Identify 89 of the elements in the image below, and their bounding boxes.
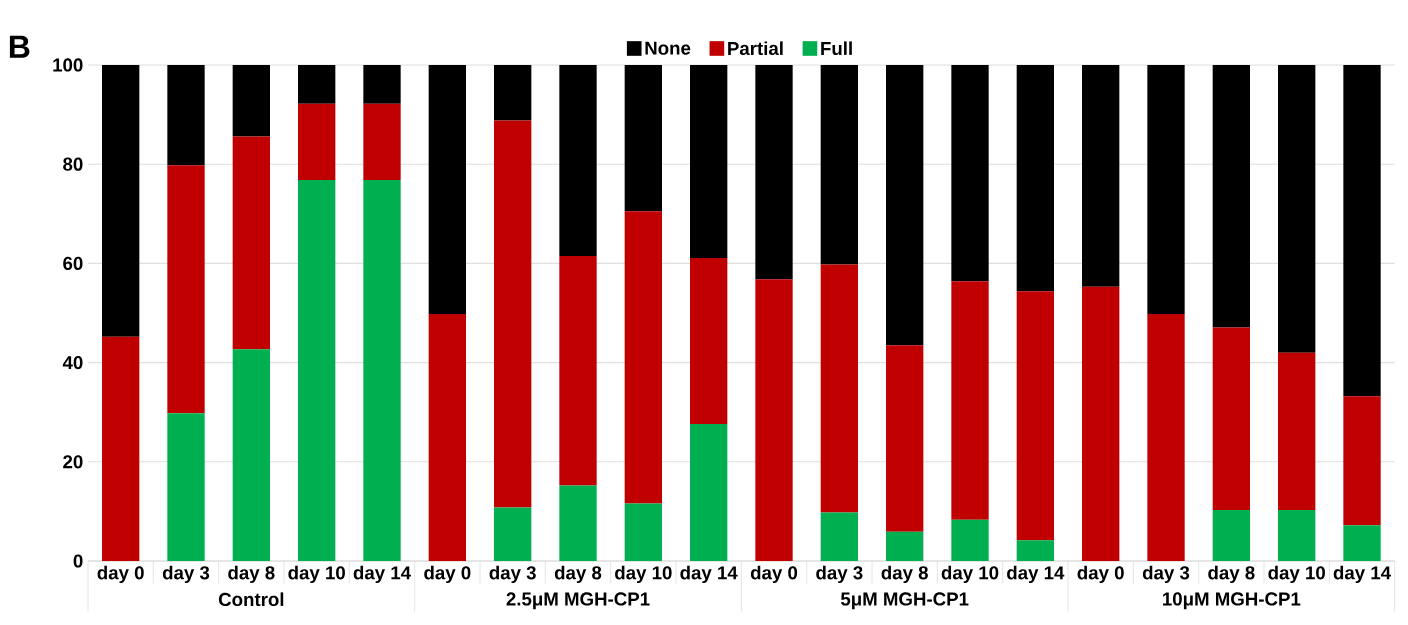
x-tick-label: day 10	[288, 565, 345, 584]
bar	[1278, 509, 1316, 561]
bar	[102, 336, 140, 561]
text: 10μM MGH-CP1	[1163, 592, 1301, 610]
legend-label: Partial	[728, 41, 783, 56]
bar	[298, 103, 336, 181]
x-tick-label: day 8	[1208, 565, 1255, 584]
bar	[494, 507, 532, 561]
y-tick-label: 60	[63, 256, 83, 271]
bar	[232, 349, 271, 561]
bar	[298, 65, 336, 104]
bar	[951, 281, 989, 520]
bar	[951, 519, 989, 561]
bar	[886, 345, 924, 532]
bar	[1016, 540, 1055, 561]
x-tick-label: day 0	[97, 565, 144, 584]
y-tick-label: 20	[63, 455, 83, 469]
x-tick-label: day 14	[1333, 565, 1391, 584]
bar	[624, 211, 663, 504]
bar	[1343, 65, 1381, 397]
text: Control	[218, 592, 284, 607]
bar	[232, 136, 271, 350]
x-tick-label: day 14	[680, 565, 738, 584]
text: 5μM MGH-CP1	[840, 592, 969, 610]
x-tick-label: day 0	[1077, 565, 1124, 584]
bar	[298, 180, 336, 561]
bar	[690, 424, 728, 561]
bar	[232, 65, 271, 137]
x-tick-label: day 8	[881, 565, 928, 584]
x-tick-label: day 14	[353, 565, 411, 584]
x-tick-label: day 10	[941, 565, 999, 584]
bar	[167, 165, 205, 414]
x-tick-label: day 0	[424, 565, 471, 584]
bar	[1212, 509, 1251, 561]
bar	[559, 485, 597, 561]
bar	[624, 65, 663, 212]
bar	[494, 65, 532, 121]
bar	[1147, 65, 1185, 314]
bar	[1278, 65, 1316, 353]
bar	[167, 65, 205, 166]
text: 2.5μM MGH-CP1	[506, 592, 650, 610]
bar	[559, 65, 597, 256]
bar	[428, 65, 467, 314]
bar	[1082, 65, 1120, 287]
x-tick-label: day 14	[1007, 565, 1065, 584]
bar	[1278, 352, 1316, 510]
bar	[167, 413, 205, 561]
bar	[1343, 396, 1381, 526]
bar	[624, 503, 663, 561]
bar	[820, 264, 859, 513]
bar	[886, 65, 924, 346]
bar	[559, 255, 597, 486]
y-tick-label: 0	[73, 554, 83, 568]
bar	[690, 65, 728, 258]
text: B	[9, 35, 30, 58]
bar	[363, 180, 401, 561]
bar	[1212, 327, 1251, 510]
bar	[690, 257, 728, 425]
bar	[820, 65, 859, 265]
bar	[755, 65, 793, 280]
bar	[363, 103, 401, 181]
legend-label: Full	[821, 41, 852, 56]
bar	[494, 120, 532, 508]
x-tick-label: day 3	[816, 565, 863, 584]
y-tick-label: 40	[62, 355, 83, 370]
x-tick-label: day 3	[162, 565, 210, 584]
x-tick-label: day 10	[1268, 565, 1325, 584]
bar	[951, 65, 989, 282]
bar	[1212, 65, 1251, 328]
bar	[820, 512, 859, 561]
x-tick-label: day 0	[750, 565, 798, 584]
bar	[363, 65, 401, 104]
bar	[428, 313, 467, 561]
bar	[1343, 525, 1381, 561]
bar	[102, 65, 140, 337]
x-tick-label: day 8	[554, 565, 602, 584]
y-tick-label: 100	[53, 58, 83, 72]
bar	[755, 279, 793, 561]
x-tick-label: day 3	[489, 565, 536, 584]
x-tick-label: day 10	[615, 565, 672, 584]
x-tick-label: day 8	[228, 565, 275, 584]
legend-label: None	[645, 41, 691, 55]
bar	[1016, 291, 1055, 541]
bar	[1147, 313, 1185, 561]
bar	[886, 531, 924, 561]
bar	[1082, 286, 1120, 561]
bar	[1016, 65, 1055, 292]
x-tick-label: day 3	[1142, 565, 1190, 584]
y-tick-label: 80	[63, 157, 83, 171]
